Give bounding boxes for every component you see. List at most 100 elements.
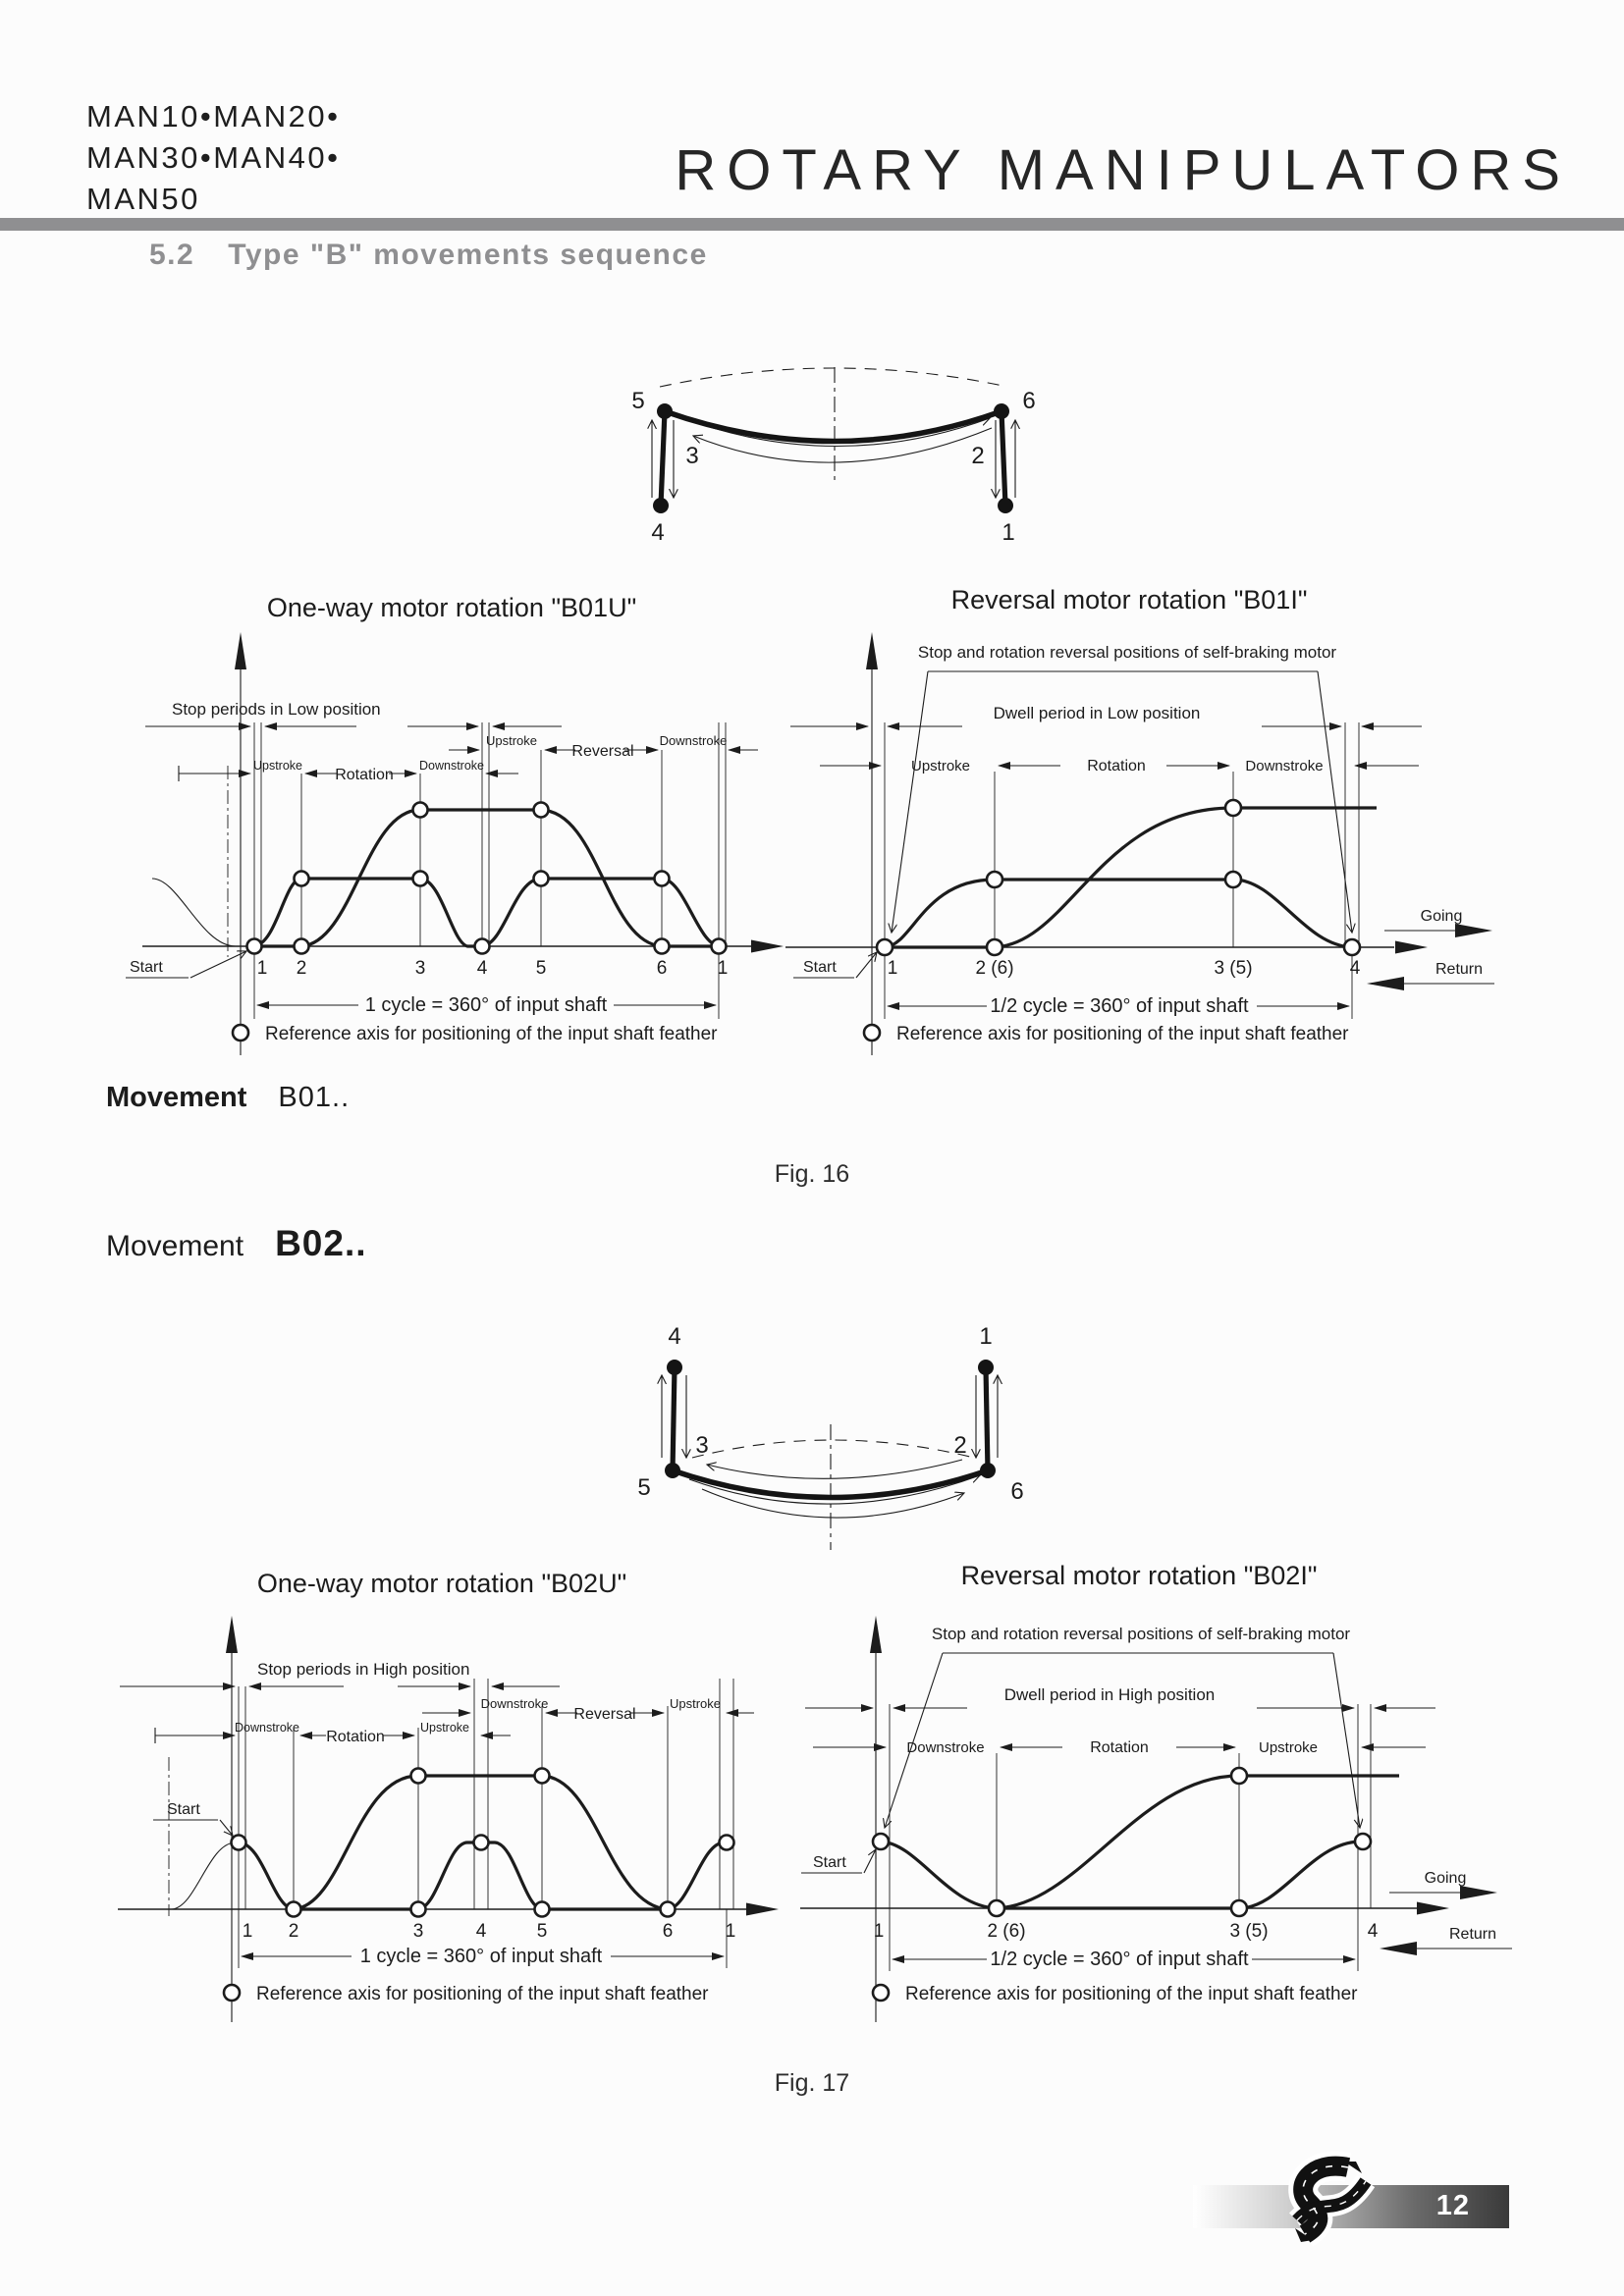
- b01i-nodes: [875, 798, 1362, 957]
- b02i-tick-labels: 1 2 (6) 3 (5) 4: [874, 1921, 1379, 1942]
- chart-b01i-title: Reversal motor rotation "B01I": [950, 585, 1308, 614]
- arc2-structure: [665, 1360, 996, 1501]
- arc1-label-1: 1: [1001, 519, 1014, 546]
- b02u-tick-labels: 1 2 3 4 5 6 1: [243, 1921, 736, 1942]
- b01u-upper-phase-1: Upstroke: [486, 733, 537, 748]
- b02u-tick-5: 5: [537, 1921, 548, 1942]
- b02u-dimension-rows: [120, 1682, 754, 1743]
- b01i-dimension-rows: [790, 722, 1422, 770]
- b02u-nodes: [230, 1767, 735, 1918]
- fig17-caption: Fig. 17: [774, 2069, 850, 2097]
- b02u-cycle-dimension: 1 cycle = 360° of input shaft: [241, 1946, 725, 1967]
- b01i-tick-3: 3 (5): [1214, 958, 1252, 979]
- b01u-dimension-rows: [145, 722, 758, 781]
- header-rule: [0, 218, 1624, 231]
- b02i-going-label: Going: [1425, 1870, 1467, 1887]
- b01u-tick-1: 1: [257, 958, 268, 979]
- b01u-stop-label: Stop periods in Low position: [172, 700, 381, 719]
- b02i-top-annotation: Stop and rotation reversal positions of …: [885, 1625, 1360, 1828]
- arc2-aux-lines: [662, 1375, 998, 1550]
- chart-b02i: Stop and rotation reversal positions of …: [800, 1616, 1512, 2022]
- b02u-tick-7: 1: [726, 1921, 736, 1942]
- header-model-list: MAN10•MAN20• MAN30•MAN40• MAN50: [86, 96, 340, 220]
- b02u-cycle-label: 1 cycle = 360° of input shaft: [360, 1946, 603, 1967]
- b01u-start-label: Start: [130, 959, 163, 976]
- arc1-label-2: 2: [971, 443, 984, 469]
- b02i-phase-2: Rotation: [1090, 1739, 1149, 1756]
- b02u-lower-phase-2: Rotation: [326, 1729, 385, 1745]
- chart-b01u-title: One-way motor rotation "B01U": [266, 593, 637, 622]
- b02i-tick-4: 4: [1368, 1921, 1379, 1942]
- b02i-going-return: Going Return: [1380, 1870, 1512, 1955]
- b01i-phase-1: Upstroke: [911, 758, 970, 774]
- b01u-lower-phase-1: Upstroke: [253, 759, 302, 773]
- arc2-label-1: 1: [979, 1323, 992, 1350]
- b02u-upper-phase-2: Reversal: [573, 1706, 635, 1723]
- movement-b01-label: Movement: [106, 1082, 247, 1113]
- b01i-phase-3: Downstroke: [1245, 758, 1323, 774]
- arc1-label-6: 6: [1022, 388, 1035, 414]
- b02u-start-label: Start: [167, 1801, 200, 1818]
- b01u-guides: [227, 722, 727, 1019]
- chart-b02i-title: Reversal motor rotation "B02I": [960, 1561, 1318, 1590]
- arc1-label-3: 3: [685, 443, 698, 469]
- b01i-start-annotation: Start: [793, 952, 877, 979]
- b01u-tick-3: 3: [415, 958, 426, 979]
- section-number: 5.2: [149, 239, 195, 271]
- b01i-axes: [785, 632, 1428, 1055]
- b01i-going-return: Going Return: [1367, 908, 1494, 990]
- page-number: 12: [1435, 2190, 1470, 2221]
- b02u-upper-phase-3: Upstroke: [670, 1696, 721, 1711]
- arc1-label-4: 4: [651, 519, 664, 546]
- b02i-reference-legend: Reference axis for positioning of the in…: [871, 1983, 1358, 2004]
- chart-b02u: Stop periods in High position Downstroke…: [118, 1616, 779, 2022]
- arc-diagram-b01: 5 6 3 2 4 1: [631, 367, 1036, 546]
- b01i-tick-labels: 1 2 (6) 3 (5) 4: [888, 958, 1361, 979]
- b01i-stop-label: Stop and rotation reversal positions of …: [918, 643, 1337, 662]
- b02i-phase-1: Downstroke: [906, 1739, 984, 1756]
- chart-b01u: Stop periods in Low position Upstroke Re…: [126, 632, 784, 1055]
- b01i-curves: [884, 806, 1377, 949]
- b01u-upper-phase-2: Reversal: [571, 743, 633, 760]
- b01i-going-label: Going: [1421, 908, 1463, 925]
- b02u-reference-label: Reference axis for positioning of the in…: [256, 1984, 709, 2004]
- header-model-line-1: MAN10•MAN20•: [86, 99, 341, 133]
- arc-diagram-b02: 4 1 3 2 5 6: [637, 1323, 1024, 1550]
- b02i-start-label: Start: [813, 1854, 846, 1871]
- b02i-phase-3: Upstroke: [1259, 1739, 1318, 1756]
- arc1-structure: [653, 403, 1013, 513]
- b02i-start-annotation: Start: [801, 1849, 876, 1874]
- b01u-tick-2: 2: [297, 958, 307, 979]
- fig16-caption: Fig. 16: [774, 1160, 850, 1188]
- arc2-label-3: 3: [695, 1432, 708, 1459]
- b01i-tick-2: 2 (6): [975, 958, 1013, 979]
- b01i-start-label: Start: [803, 959, 837, 976]
- b01i-return-label: Return: [1435, 961, 1483, 978]
- b01u-tick-4: 4: [477, 958, 488, 979]
- b01u-reference-legend: Reference axis for positioning of the in…: [231, 1023, 718, 1044]
- b01u-axes: [142, 632, 784, 1055]
- arc2-label-4: 4: [668, 1323, 680, 1350]
- b01u-cycle-dimension: 1 cycle = 360° of input shaft: [256, 994, 717, 1016]
- header-model-line-2: MAN30•MAN40•: [86, 140, 341, 176]
- b01u-reference-label: Reference axis for positioning of the in…: [265, 1024, 718, 1044]
- b01u-upper-phase-3: Downstroke: [660, 733, 728, 748]
- chart-b01i: Stop and rotation reversal positions of …: [785, 632, 1494, 1055]
- b02u-reference-legend: Reference axis for positioning of the in…: [222, 1983, 709, 2004]
- movement-b01-code: B01..: [278, 1082, 351, 1113]
- b02i-nodes: [871, 1766, 1373, 1918]
- b02i-tick-2: 2 (6): [987, 1921, 1025, 1942]
- b01i-cycle-dimension: 1/2 cycle = 360° of input shaft: [887, 995, 1350, 1017]
- b01u-tick-5: 5: [536, 958, 547, 979]
- movement-b02-label: Movement: [106, 1230, 244, 1262]
- b01u-lower-phase-2: Rotation: [335, 767, 394, 783]
- b02u-tick-6: 6: [663, 1921, 674, 1942]
- b02i-dwell-label: Dwell period in High position: [1004, 1685, 1216, 1704]
- b01u-lower-phase-3: Downstroke: [419, 759, 484, 773]
- b02u-upper-phase-1: Downstroke: [481, 1696, 549, 1711]
- section-heading: 5.2 Type "B" movements sequence: [149, 239, 708, 272]
- b02i-dimension-rows: [805, 1704, 1435, 1751]
- b01i-tick-1: 1: [888, 958, 898, 979]
- chart-b02u-title: One-way motor rotation "B02U": [256, 1569, 627, 1598]
- movement-b01-line: Movement B01..: [106, 1082, 350, 1114]
